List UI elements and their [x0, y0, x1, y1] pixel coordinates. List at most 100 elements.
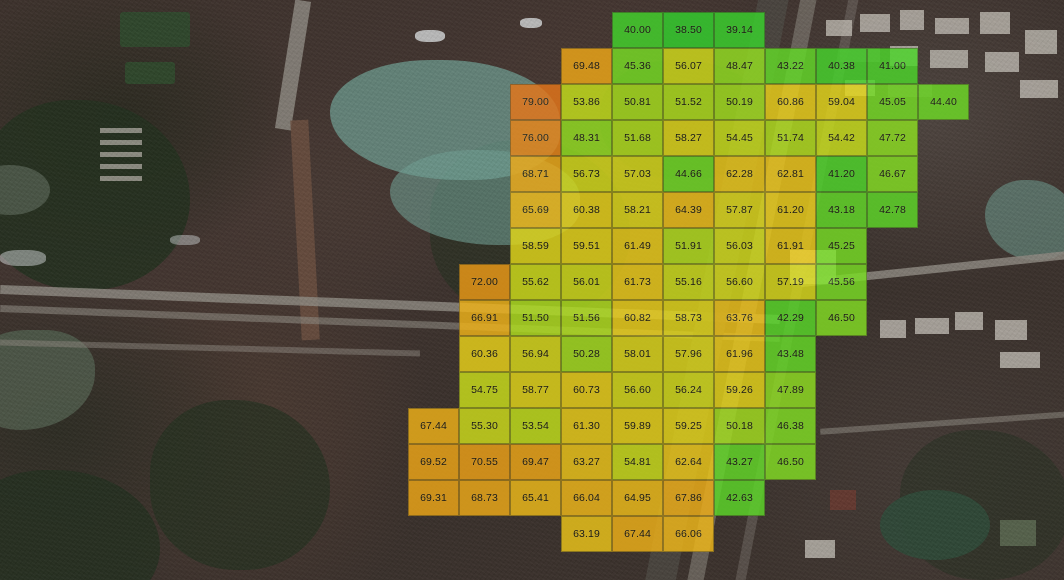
heatmap-cell[interactable]: 40.00 — [612, 12, 663, 48]
heatmap-cell[interactable]: 72.00 — [459, 264, 510, 300]
heatmap-cell[interactable]: 59.26 — [714, 372, 765, 408]
heatmap-cell[interactable]: 46.67 — [867, 156, 918, 192]
heatmap-cell[interactable]: 61.20 — [765, 192, 816, 228]
heatmap-cell[interactable]: 56.94 — [510, 336, 561, 372]
heatmap-cell[interactable]: 61.30 — [561, 408, 612, 444]
heatmap-cell[interactable]: 64.95 — [612, 480, 663, 516]
heatmap-cell[interactable]: 63.76 — [714, 300, 765, 336]
heatmap-cell[interactable]: 67.44 — [612, 516, 663, 552]
heatmap-cell[interactable]: 42.63 — [714, 480, 765, 516]
heatmap-cell[interactable]: 51.52 — [663, 84, 714, 120]
heatmap-cell[interactable]: 48.31 — [561, 120, 612, 156]
heatmap-cell[interactable]: 69.31 — [408, 480, 459, 516]
heatmap-cell[interactable]: 60.36 — [459, 336, 510, 372]
heatmap-cell[interactable]: 56.01 — [561, 264, 612, 300]
heatmap-cell[interactable]: 58.59 — [510, 228, 561, 264]
heatmap-cell[interactable]: 66.04 — [561, 480, 612, 516]
heatmap-cell[interactable]: 66.06 — [663, 516, 714, 552]
heatmap-cell[interactable]: 58.27 — [663, 120, 714, 156]
heatmap-cell[interactable]: 76.00 — [510, 120, 561, 156]
heatmap-cell[interactable]: 57.19 — [765, 264, 816, 300]
heatmap-cell[interactable]: 60.73 — [561, 372, 612, 408]
heatmap-cell[interactable]: 54.42 — [816, 120, 867, 156]
heatmap-cell[interactable]: 41.20 — [816, 156, 867, 192]
heatmap-cell[interactable]: 51.56 — [561, 300, 612, 336]
heatmap-cell[interactable]: 43.22 — [765, 48, 816, 84]
heatmap-cell[interactable]: 63.19 — [561, 516, 612, 552]
heatmap-cell[interactable]: 54.75 — [459, 372, 510, 408]
heatmap-cell[interactable]: 69.47 — [510, 444, 561, 480]
heatmap-cell[interactable]: 56.60 — [714, 264, 765, 300]
heatmap-cell[interactable]: 62.81 — [765, 156, 816, 192]
heatmap-cell[interactable]: 51.68 — [612, 120, 663, 156]
heatmap-cell[interactable]: 45.25 — [816, 228, 867, 264]
heatmap-cell[interactable]: 60.86 — [765, 84, 816, 120]
heatmap-cell[interactable]: 47.89 — [765, 372, 816, 408]
heatmap-cell[interactable]: 51.74 — [765, 120, 816, 156]
heatmap-cell[interactable]: 68.71 — [510, 156, 561, 192]
heatmap-cell[interactable]: 56.24 — [663, 372, 714, 408]
heatmap-cell[interactable]: 45.36 — [612, 48, 663, 84]
heatmap-cell[interactable]: 55.62 — [510, 264, 561, 300]
heatmap-cell[interactable]: 42.29 — [765, 300, 816, 336]
heatmap-cell[interactable]: 61.49 — [612, 228, 663, 264]
heatmap-cell[interactable]: 67.86 — [663, 480, 714, 516]
heatmap-cell[interactable]: 38.50 — [663, 12, 714, 48]
heatmap-cell[interactable]: 42.78 — [867, 192, 918, 228]
heatmap-cell[interactable]: 61.96 — [714, 336, 765, 372]
heatmap-cell[interactable]: 63.27 — [561, 444, 612, 480]
heatmap-cell[interactable]: 60.38 — [561, 192, 612, 228]
heatmap-cell[interactable]: 59.51 — [561, 228, 612, 264]
heatmap-cell[interactable]: 56.07 — [663, 48, 714, 84]
heatmap-cell[interactable]: 44.40 — [918, 84, 969, 120]
heatmap-cell[interactable]: 69.52 — [408, 444, 459, 480]
heatmap-cell[interactable]: 56.73 — [561, 156, 612, 192]
heatmap-cell[interactable]: 46.50 — [765, 444, 816, 480]
heatmap-cell[interactable]: 58.01 — [612, 336, 663, 372]
heatmap-cell[interactable]: 58.77 — [510, 372, 561, 408]
heatmap-cell[interactable]: 59.89 — [612, 408, 663, 444]
heatmap-cell[interactable]: 40.38 — [816, 48, 867, 84]
heatmap-cell[interactable]: 58.73 — [663, 300, 714, 336]
heatmap-cell[interactable]: 62.28 — [714, 156, 765, 192]
heatmap-cell[interactable]: 51.50 — [510, 300, 561, 336]
heatmap-cell[interactable]: 68.73 — [459, 480, 510, 516]
heatmap-cell[interactable]: 61.73 — [612, 264, 663, 300]
heatmap-cell[interactable]: 50.18 — [714, 408, 765, 444]
heatmap-cell[interactable]: 55.30 — [459, 408, 510, 444]
heatmap-cell[interactable]: 59.25 — [663, 408, 714, 444]
heatmap-cell[interactable]: 51.91 — [663, 228, 714, 264]
heatmap-cell[interactable]: 57.03 — [612, 156, 663, 192]
heatmap-cell[interactable]: 46.50 — [816, 300, 867, 336]
heatmap-cell[interactable]: 45.05 — [867, 84, 918, 120]
heatmap-cell[interactable]: 43.18 — [816, 192, 867, 228]
heatmap-cell[interactable]: 41.00 — [867, 48, 918, 84]
heatmap-cell[interactable]: 39.14 — [714, 12, 765, 48]
heatmap-cell[interactable]: 45.56 — [816, 264, 867, 300]
heatmap-cell[interactable]: 50.28 — [561, 336, 612, 372]
heatmap-cell[interactable]: 43.48 — [765, 336, 816, 372]
heatmap-cell[interactable]: 56.03 — [714, 228, 765, 264]
heatmap-cell[interactable]: 54.81 — [612, 444, 663, 480]
heatmap-cell[interactable]: 43.27 — [714, 444, 765, 480]
heatmap-cell[interactable]: 48.47 — [714, 48, 765, 84]
heatmap-cell[interactable]: 44.66 — [663, 156, 714, 192]
heatmap-cell[interactable]: 54.45 — [714, 120, 765, 156]
heatmap-cell[interactable]: 57.87 — [714, 192, 765, 228]
heatmap-cell[interactable]: 65.41 — [510, 480, 561, 516]
heatmap-cell[interactable]: 66.91 — [459, 300, 510, 336]
heatmap-cell[interactable]: 47.72 — [867, 120, 918, 156]
heatmap-cell[interactable]: 62.64 — [663, 444, 714, 480]
heatmap-cell[interactable]: 79.00 — [510, 84, 561, 120]
heatmap-cell[interactable]: 55.16 — [663, 264, 714, 300]
heatmap-cell[interactable]: 53.86 — [561, 84, 612, 120]
heatmap-cell[interactable]: 64.39 — [663, 192, 714, 228]
heatmap-cell[interactable]: 67.44 — [408, 408, 459, 444]
heatmap-cell[interactable]: 56.60 — [612, 372, 663, 408]
heatmap-cell[interactable]: 53.54 — [510, 408, 561, 444]
heatmap-cell[interactable]: 60.82 — [612, 300, 663, 336]
heatmap-cell[interactable]: 57.96 — [663, 336, 714, 372]
heatmap-cell[interactable]: 59.04 — [816, 84, 867, 120]
heatmap-cell[interactable]: 61.91 — [765, 228, 816, 264]
